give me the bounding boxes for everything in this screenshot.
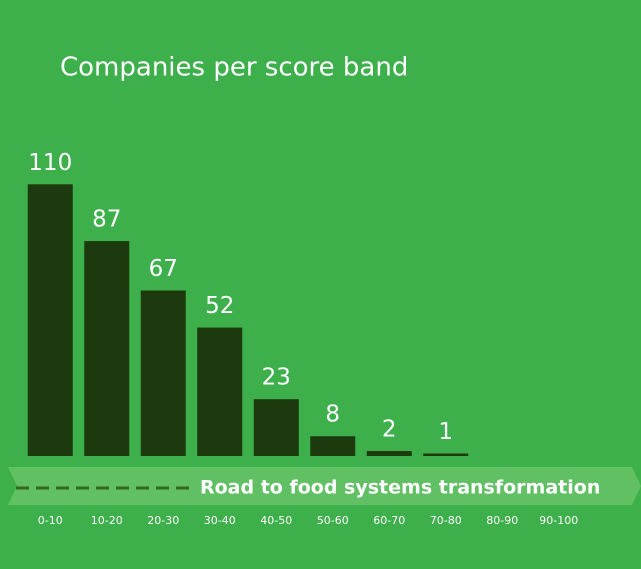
value-label: 2 <box>382 417 397 443</box>
x-tick-label: 10-20 <box>91 514 123 527</box>
value-label: 23 <box>262 365 291 391</box>
bar <box>140 290 186 456</box>
x-tick-label: 40-50 <box>260 514 292 527</box>
bar <box>197 327 243 456</box>
x-tick-label: 90-100 <box>539 514 578 527</box>
bar <box>423 453 469 456</box>
x-tick-label: 60-70 <box>373 514 405 527</box>
bar <box>366 451 412 456</box>
road-banner <box>8 467 641 505</box>
bar <box>310 436 356 456</box>
value-label: 8 <box>325 402 340 428</box>
bar <box>27 184 73 457</box>
x-tick-label: 50-60 <box>317 514 349 527</box>
chart-title: Companies per score band <box>60 53 408 83</box>
x-tick-label: 20-30 <box>147 514 179 527</box>
road-label: Road to food systems transformation <box>200 477 600 499</box>
value-label: 1 <box>438 419 453 445</box>
value-label: 110 <box>28 150 72 176</box>
bar <box>84 241 130 456</box>
x-tick-label: 0-10 <box>38 514 63 527</box>
bar <box>253 399 299 456</box>
value-label: 67 <box>149 256 178 282</box>
value-label: 52 <box>205 293 234 319</box>
x-tick-label: 70-80 <box>430 514 462 527</box>
value-label: 87 <box>92 207 121 233</box>
x-tick-label: 30-40 <box>204 514 236 527</box>
x-tick-label: 80-90 <box>486 514 518 527</box>
